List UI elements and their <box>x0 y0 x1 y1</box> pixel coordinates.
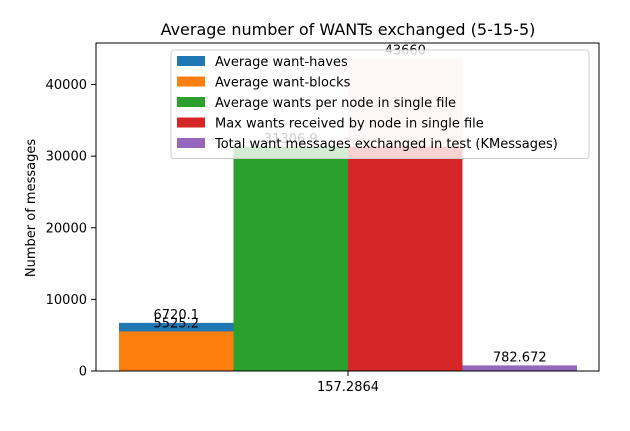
chart-title: Average number of WANTs exchanged (5-15-… <box>161 20 536 39</box>
legend-label-4: Total want messages exchanged in test (K… <box>214 137 558 152</box>
y-tick-label-4: 40000 <box>46 78 87 93</box>
bar-2 <box>233 146 348 371</box>
bar-1 <box>119 331 234 371</box>
y-tick-label-3: 30000 <box>46 150 87 165</box>
legend-swatch-3 <box>177 117 205 128</box>
legend-swatch-1 <box>177 76 205 87</box>
y-tick-label-1: 10000 <box>46 293 87 308</box>
legend-label-3: Max wants received by node in single fil… <box>215 117 484 132</box>
legend-box <box>170 49 590 159</box>
bar-3-lower <box>348 146 463 371</box>
legend-label-2: Average wants per node in single file <box>215 96 456 111</box>
y-axis-label: Number of messages <box>24 139 39 277</box>
legend-swatch-0 <box>177 56 205 66</box>
legend-swatch-2 <box>177 97 205 107</box>
x-tick-label-0: 157.2864 <box>317 380 379 395</box>
y-tick-label-2: 20000 <box>46 221 87 236</box>
legend-label-0: Average want-haves <box>215 55 348 70</box>
bar-label-1: 5525.2 <box>154 316 200 331</box>
legend-label-1: Average want-blocks <box>215 76 351 91</box>
bar-label-0: 6720.1 <box>154 308 200 323</box>
x-axis-ticks: 157.2864 <box>317 371 379 395</box>
y-axis-ticks: 0 10000 20000 30000 40000 <box>46 78 96 380</box>
legend-swatch-4 <box>177 138 205 148</box>
bar-4 <box>462 365 577 371</box>
y-tick-label-0: 0 <box>79 365 87 380</box>
legend: Average want-haves Average want-blocks Ave… <box>170 49 590 159</box>
bar-label-4: 782.672 <box>493 350 547 365</box>
